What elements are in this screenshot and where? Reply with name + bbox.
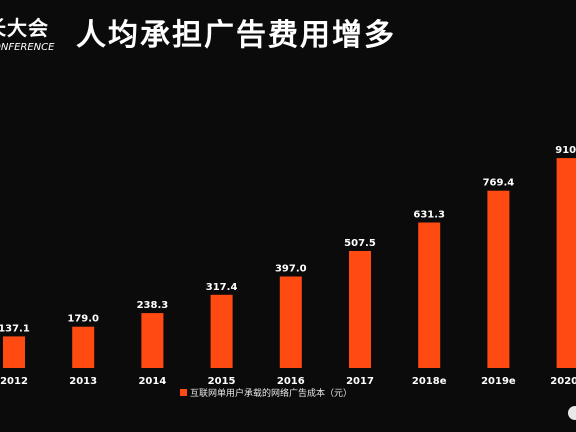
category-label-2017: 2017	[346, 376, 374, 387]
category-label-2018e: 2018e	[412, 376, 447, 387]
value-label-2017: 507.5	[344, 238, 376, 249]
bar-2020e	[556, 158, 576, 368]
bar-2019e	[487, 190, 510, 368]
bar-2016	[279, 276, 302, 368]
legend-label: 互联网单用户承载的网络广告成本（元）	[190, 387, 352, 399]
bars-group	[3, 158, 576, 368]
category-label-2013: 2013	[69, 376, 97, 387]
bar-2013	[72, 326, 95, 368]
logo-english-text: CONFERENCE	[0, 42, 55, 53]
bar-2012	[3, 336, 25, 368]
legend: 互联网单用户承载的网络广告成本（元）	[180, 387, 352, 399]
value-labels-group: 137.1 179.0 238.3 317.4 397.0 507.5 631.3 769.4…	[0, 145, 576, 334]
category-label-2019e: 2019e	[481, 376, 516, 387]
value-label-2014: 238.3	[137, 300, 169, 311]
page-title: 人均承担广告费用增多	[76, 18, 396, 53]
watermark-badge	[568, 406, 576, 420]
bar-2014	[141, 313, 164, 368]
category-label-2020e: 2020e	[550, 376, 576, 387]
logo-chinese-text: 长大会	[0, 16, 49, 40]
category-label-2015: 2015	[208, 376, 236, 387]
value-label-2020e: 910.	[555, 145, 576, 156]
value-label-2019e: 769.4	[483, 178, 515, 189]
bar-2015	[210, 294, 233, 368]
category-label-2016: 2016	[277, 376, 305, 387]
value-label-2012: 137.1	[0, 323, 30, 334]
conference-logo: 长大会 CONFERENCE	[0, 6, 66, 66]
category-label-2012: 2012	[0, 376, 28, 387]
value-label-2015: 317.4	[206, 282, 238, 293]
bar-2018e	[418, 222, 441, 368]
category-labels-group: 2012 2013 2014 2015 2016 2017 2018e 2019e 2020e	[0, 376, 576, 387]
value-label-2018e: 631.3	[413, 210, 445, 221]
legend-swatch	[180, 389, 187, 396]
bar-2017	[349, 251, 371, 368]
value-label-2016: 397.0	[275, 264, 307, 275]
category-label-2014: 2014	[138, 376, 166, 387]
value-label-2013: 179.0	[67, 314, 99, 325]
